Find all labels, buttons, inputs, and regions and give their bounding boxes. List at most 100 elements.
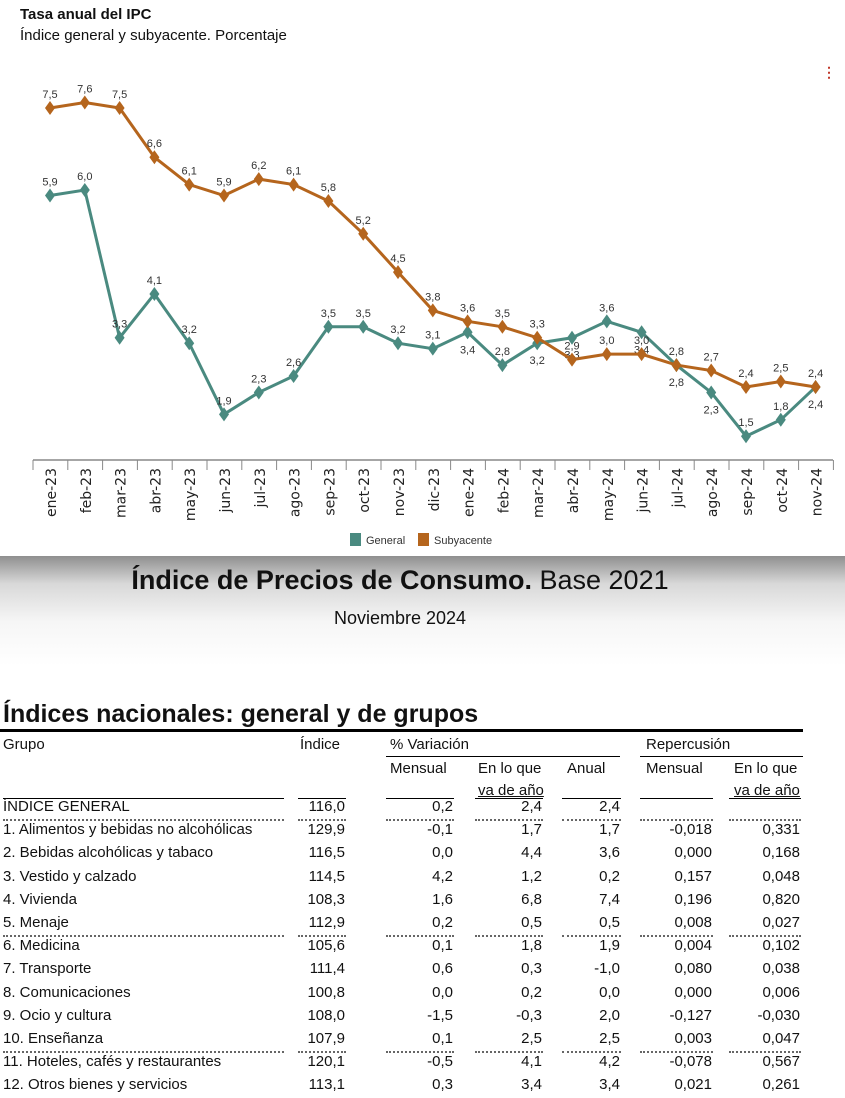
table-cell: 105,6 xyxy=(307,937,345,955)
data-point xyxy=(775,412,786,427)
data-label: 6,2 xyxy=(251,160,266,172)
dotted-separator xyxy=(298,819,346,821)
table-cell: 113,1 xyxy=(308,1076,345,1094)
data-point xyxy=(601,347,612,362)
data-label: 3,3 xyxy=(112,319,127,331)
table-cell: 4,1 xyxy=(521,1053,542,1071)
data-point xyxy=(462,325,473,340)
table-cell: 1,2 xyxy=(521,867,542,885)
dotted-separator xyxy=(640,1051,713,1053)
data-label: 1,9 xyxy=(216,395,231,407)
x-tick-label: ago-23 xyxy=(288,468,304,517)
data-point xyxy=(323,319,334,334)
table-cell: 0,567 xyxy=(762,1053,800,1071)
variacion-rule xyxy=(386,756,620,757)
table-cell: 0,2 xyxy=(432,914,453,931)
data-label: 2,8 xyxy=(495,346,510,358)
data-point xyxy=(219,188,229,203)
x-tick-label: jul-24 xyxy=(670,468,686,509)
data-label: 3,0 xyxy=(599,335,614,347)
x-tick-label: mar-23 xyxy=(114,468,130,518)
table-cell-group: 5. Menaje xyxy=(3,914,69,931)
table-cell: 0,0 xyxy=(599,983,620,1001)
data-label: 3,0 xyxy=(634,335,649,347)
data-label: 3,2 xyxy=(530,355,545,367)
table-cell: 0,6 xyxy=(432,960,453,978)
data-label: 3,5 xyxy=(356,308,371,320)
data-point xyxy=(810,379,821,394)
table-cell-group: 9. Ocio y cultura xyxy=(3,1006,112,1024)
data-point xyxy=(253,385,264,400)
table-cell: 0,5 xyxy=(521,914,542,931)
banner-title: Índice de Precios de Consumo. Base 2021 xyxy=(0,565,800,596)
data-label: 2,4 xyxy=(808,399,823,411)
data-point xyxy=(601,314,612,329)
table-cell: -0,018 xyxy=(669,821,712,839)
table-cell: 0,000 xyxy=(674,983,712,1001)
data-point xyxy=(358,319,369,334)
legend-label: General xyxy=(366,535,405,547)
dotted-separator xyxy=(386,819,454,821)
table-cell: 0,820 xyxy=(762,890,800,908)
table-cell: 114,5 xyxy=(308,867,345,885)
data-label: 7,5 xyxy=(42,89,57,101)
header-rep-va-de-ano: va de año xyxy=(734,782,800,799)
table-cell: 0,2 xyxy=(432,798,453,815)
header-rule xyxy=(475,798,543,799)
data-point xyxy=(497,358,508,373)
data-label: 3,5 xyxy=(321,308,336,320)
table-cell: 0,021 xyxy=(674,1076,712,1094)
chart-title: Tasa anual del IPC xyxy=(20,6,152,23)
table-cell: 120,1 xyxy=(307,1053,345,1071)
header-rule xyxy=(562,798,621,799)
data-label: 3,6 xyxy=(599,302,614,314)
data-point xyxy=(741,379,751,394)
data-point xyxy=(497,319,508,334)
table-cell: 0,168 xyxy=(762,844,800,862)
table-cell: 0,3 xyxy=(521,960,542,978)
data-label: 3,4 xyxy=(460,344,475,356)
table-cell: 0,261 xyxy=(762,1076,800,1094)
data-label: 1,5 xyxy=(738,417,753,429)
x-tick-label: jul-23 xyxy=(253,468,269,509)
data-point xyxy=(288,177,299,192)
x-tick-label: abr-23 xyxy=(148,468,164,513)
data-point xyxy=(567,352,577,367)
banner-title-rest: Base 2021 xyxy=(532,565,669,595)
table-cell: 0,5 xyxy=(599,914,620,931)
header-repercusion: Repercusión xyxy=(646,736,731,753)
dotted-separator xyxy=(475,819,543,821)
table-title: Índices nacionales: general y de grupos xyxy=(3,700,479,728)
table-cell: 0,003 xyxy=(674,1030,712,1047)
table-cell: 0,008 xyxy=(674,914,712,931)
data-label: 1,8 xyxy=(773,401,788,413)
table-cell: -1,5 xyxy=(427,1006,453,1024)
data-label: 3,5 xyxy=(495,308,510,320)
table-cell: 116,5 xyxy=(308,844,345,862)
table-cell: 2,5 xyxy=(599,1030,620,1047)
data-point xyxy=(184,177,195,192)
table-cell: 0,038 xyxy=(762,960,800,978)
table-cell: 3,6 xyxy=(599,844,620,862)
table-cell: 0,3 xyxy=(432,1076,453,1094)
dotted-separator xyxy=(298,935,346,937)
table-cell: 4,2 xyxy=(599,1053,620,1071)
table-cell: 2,4 xyxy=(599,798,620,815)
table-cell: 0,1 xyxy=(432,1030,453,1047)
table-cell: -0,5 xyxy=(427,1053,453,1071)
table-cell: 0,1 xyxy=(432,937,453,955)
data-label: 2,8 xyxy=(669,346,684,358)
data-point xyxy=(427,303,438,318)
table-cell: 0,080 xyxy=(674,960,712,978)
header-va-de-ano: va de año xyxy=(478,782,544,799)
table-cell: 0,102 xyxy=(762,937,800,955)
header-en-lo-que: En lo que xyxy=(478,760,542,777)
legend-label: Subyacente xyxy=(434,535,492,547)
data-point xyxy=(253,172,264,187)
data-point xyxy=(45,188,55,203)
data-point xyxy=(427,341,438,356)
repercusion-rule xyxy=(640,756,803,757)
data-label: 5,9 xyxy=(42,177,57,189)
data-label: 2,5 xyxy=(773,363,788,375)
table-cell: -0,1 xyxy=(427,821,453,839)
